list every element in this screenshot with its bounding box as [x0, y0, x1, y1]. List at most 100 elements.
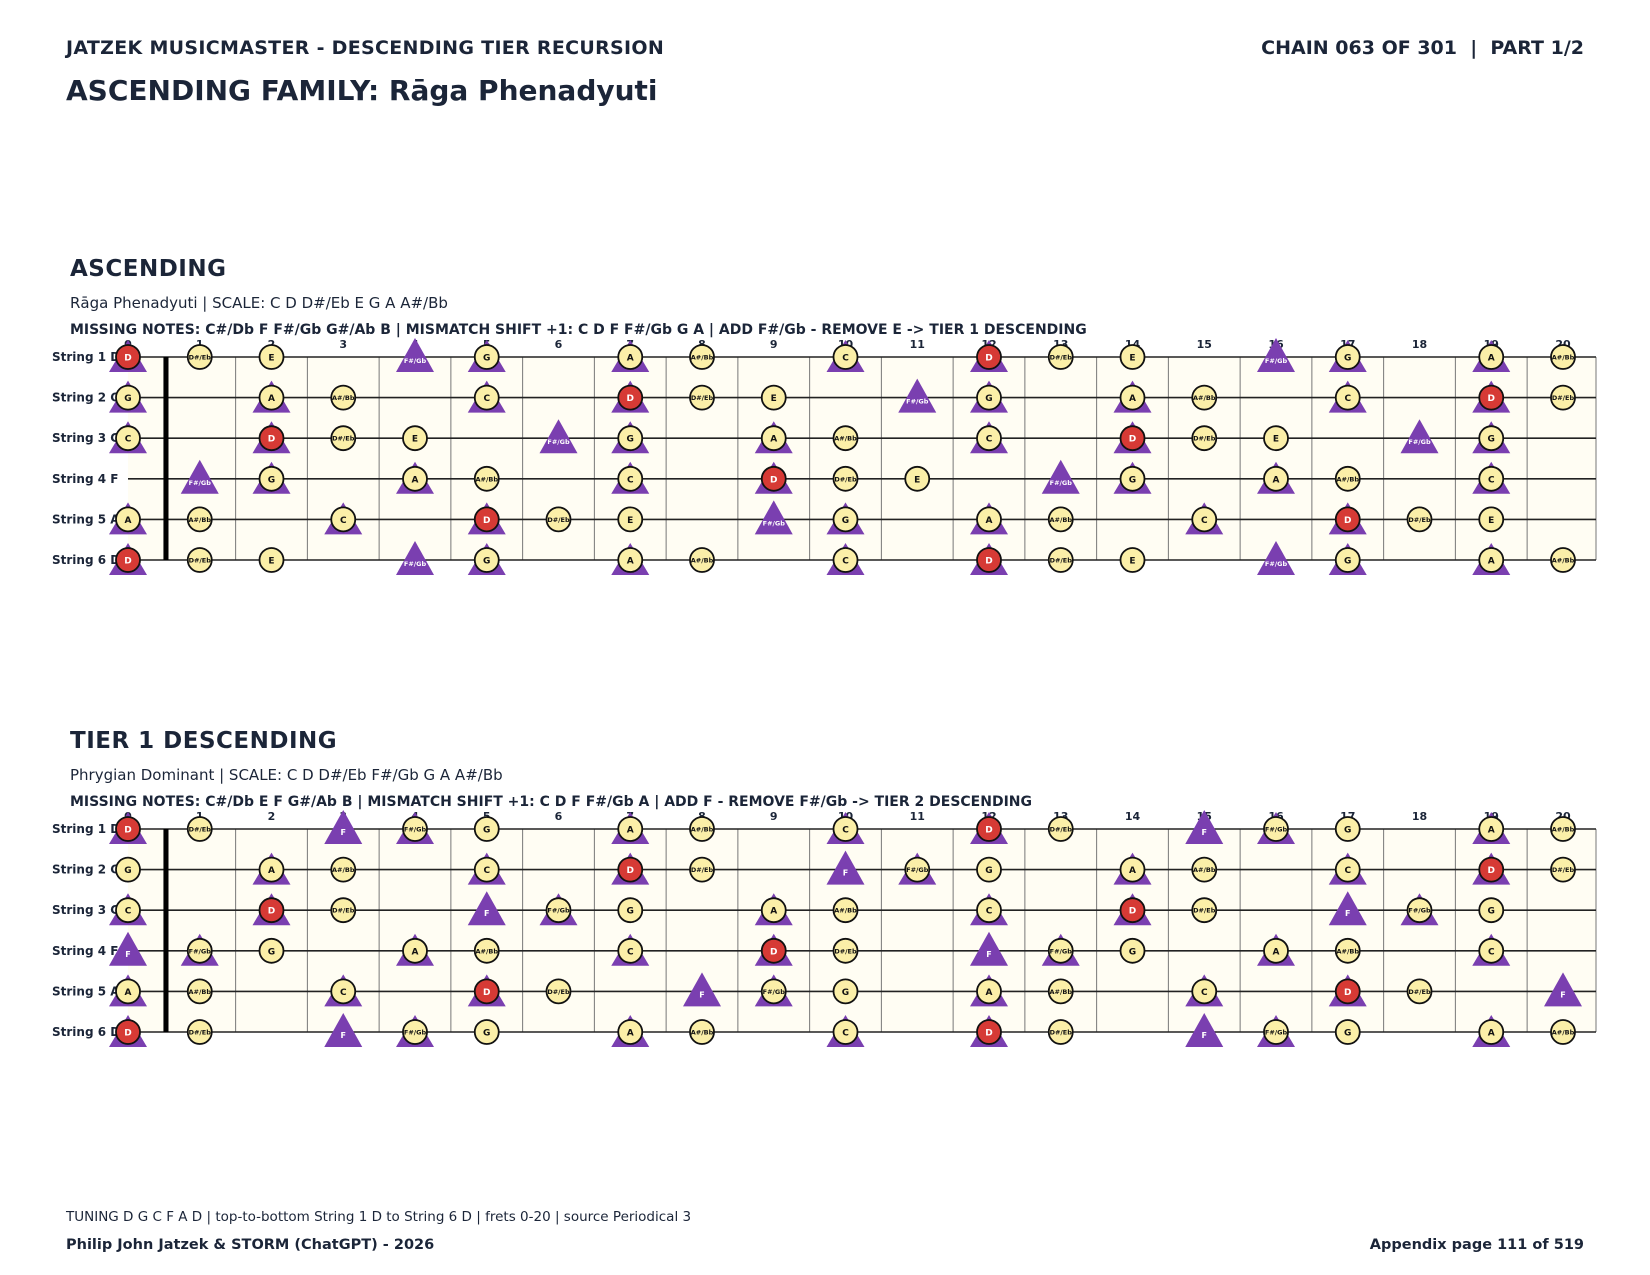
footer-credit: Philip John Jatzek & STORM (ChatGPT) - 2…	[66, 1237, 434, 1253]
note-label: C	[1201, 516, 1208, 526]
fret-number: 18	[1412, 338, 1427, 351]
note-label: A#/Bb	[691, 354, 714, 362]
note-label: C	[483, 866, 490, 876]
note-label: G	[1344, 557, 1351, 567]
note-label: G	[124, 394, 131, 404]
note-label: F#/Gb	[404, 560, 427, 568]
note-label: C	[842, 1029, 849, 1039]
fretboard: String 1 DString 2 GString 3 CString 4 F…	[0, 330, 1650, 580]
note-label: D	[1129, 435, 1136, 445]
note-label: G	[483, 354, 490, 364]
note-label: A#/Bb	[1337, 475, 1360, 483]
note-label: A#/Bb	[834, 907, 857, 915]
note-label: E	[268, 557, 274, 567]
header-left: JATZEK MUSICMASTER - DESCENDING TIER REC…	[66, 37, 664, 59]
note-label: A	[1273, 947, 1280, 957]
note-label: F	[699, 990, 704, 999]
note-label: A#/Bb	[1050, 516, 1073, 524]
note-label: F#/Gb	[906, 866, 929, 874]
section-heading: TIER 1 DESCENDING	[70, 728, 337, 754]
note-label: G	[627, 907, 634, 917]
note-label: D	[268, 907, 275, 917]
note-label: F#/Gb	[1408, 907, 1431, 915]
note-label: C	[842, 826, 849, 836]
string-label: String 5 A	[52, 984, 120, 998]
note-label: F	[1345, 909, 1350, 918]
note-label: A	[627, 354, 634, 364]
note-label: F	[341, 828, 346, 837]
note-label: D	[985, 1029, 992, 1039]
note-label: A#/Bb	[1193, 394, 1216, 402]
note-label: D	[268, 435, 275, 445]
note-label: A#/Bb	[1552, 1029, 1575, 1037]
note-label: C	[1344, 866, 1351, 876]
page-title: ASCENDING FAMILY: Rāga Phenadyuti	[66, 74, 658, 107]
note-label: D	[1344, 516, 1351, 526]
note-label: E	[627, 516, 633, 526]
note-label: E	[1488, 516, 1494, 526]
footer-page-number: Appendix page 111 of 519	[1370, 1237, 1584, 1253]
note-label: A	[627, 557, 634, 567]
note-label: G	[483, 557, 490, 567]
note-label: A	[986, 988, 993, 998]
note-label: F	[484, 909, 489, 918]
note-label: D#/Eb	[1050, 1029, 1073, 1037]
note-label: D	[1129, 907, 1136, 917]
string-label: String 6 D	[52, 553, 120, 567]
note-label: C	[986, 907, 993, 917]
fretboard: String 1 DString 2 GString 3 CString 4 F…	[0, 802, 1650, 1052]
note-label: D#/Eb	[547, 988, 570, 996]
note-label: G	[842, 516, 849, 526]
fret-number: 11	[910, 810, 925, 823]
note-label: D#/Eb	[189, 1029, 212, 1037]
note-label: D#/Eb	[189, 826, 212, 834]
note-label: F#/Gb	[404, 357, 427, 365]
fret-number: 15	[1197, 338, 1212, 351]
note-label: A#/Bb	[332, 866, 355, 874]
note-label: A	[770, 907, 777, 917]
note-label: F#/Gb	[1265, 1029, 1288, 1037]
note-label: C	[986, 435, 993, 445]
note-label: F#/Gb	[404, 1029, 427, 1037]
string-label: String 3 C	[52, 431, 119, 445]
note-label: A	[1273, 475, 1280, 485]
note-label: A	[1488, 557, 1495, 567]
note-label: D#/Eb	[332, 435, 355, 443]
note-label: D#/Eb	[1050, 354, 1073, 362]
note-label: A#/Bb	[1552, 354, 1575, 362]
string-label: String 1 D	[52, 822, 120, 836]
note-label: F#/Gb	[1050, 479, 1073, 487]
note-label: A	[627, 1029, 634, 1039]
note-label: G	[985, 866, 992, 876]
note-label: D#/Eb	[691, 866, 714, 874]
note-label: D#/Eb	[189, 354, 212, 362]
shift-marker	[324, 810, 362, 844]
section-scale-line: Rāga Phenadyuti | SCALE: C D D#/Eb E G A…	[70, 294, 448, 312]
note-label: A#/Bb	[1193, 866, 1216, 874]
note-label: C	[1488, 475, 1495, 485]
note-label: D	[124, 557, 131, 567]
fret-number: 2	[268, 810, 276, 823]
note-label: D	[124, 826, 131, 836]
note-label: A#/Bb	[834, 435, 857, 443]
note-label: G	[1488, 907, 1495, 917]
note-label: E	[1129, 557, 1135, 567]
note-label: D	[985, 557, 992, 567]
note-label: G	[483, 826, 490, 836]
note-label: D#/Eb	[1552, 394, 1575, 402]
note-label: A	[1488, 1029, 1495, 1039]
note-label: F#/Gb	[906, 398, 929, 406]
note-label: F	[1202, 1031, 1207, 1040]
note-label: C	[1344, 394, 1351, 404]
shift-marker	[1185, 810, 1223, 844]
note-label: C	[125, 907, 132, 917]
note-label: D	[483, 988, 490, 998]
note-label: C	[842, 354, 849, 364]
note-label: D#/Eb	[1408, 516, 1431, 524]
note-label: A#/Bb	[189, 988, 212, 996]
note-label: D	[627, 394, 634, 404]
note-label: C	[627, 947, 634, 957]
note-label: G	[1129, 475, 1136, 485]
fret-number: 18	[1412, 810, 1427, 823]
note-label: F#/Gb	[404, 826, 427, 834]
